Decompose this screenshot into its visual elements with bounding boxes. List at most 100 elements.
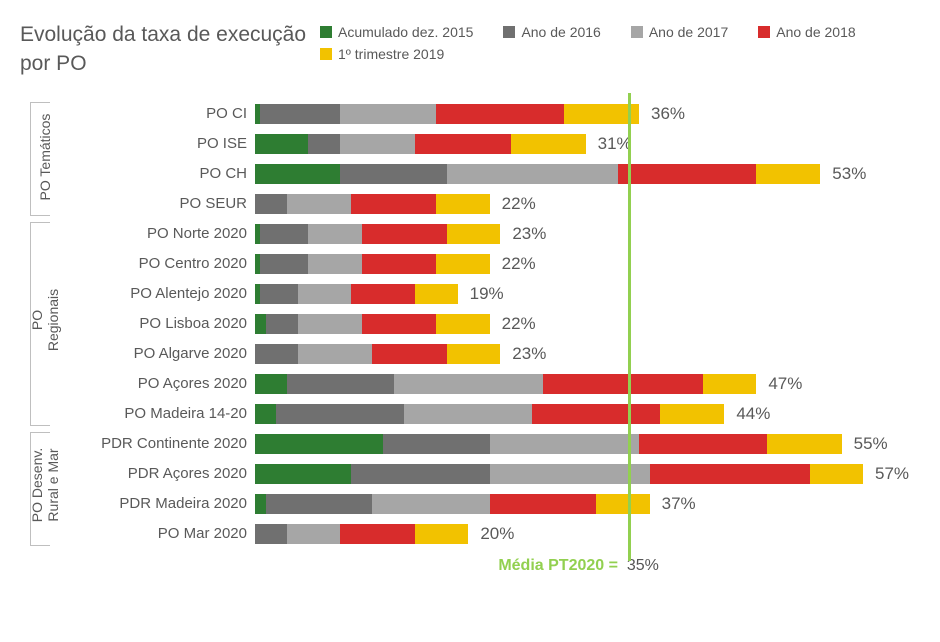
bar <box>255 224 500 244</box>
row-label: PO Lisboa 2020 <box>80 309 255 339</box>
bar-segment <box>447 224 500 244</box>
row-label: PO Centro 2020 <box>80 249 255 279</box>
row-label: PDR Madeira 2020 <box>80 489 255 519</box>
legend-item: Ano de 2016 <box>503 24 600 40</box>
legend-item: Ano de 2017 <box>631 24 728 40</box>
value-label: 23% <box>512 344 546 364</box>
bar-segment <box>532 404 660 424</box>
bar-segment <box>298 344 373 364</box>
bar-segment <box>255 344 298 364</box>
bar-row: 20% <box>255 519 910 549</box>
bar <box>255 494 650 514</box>
row-label: PO ISE <box>80 129 255 159</box>
legend-swatch <box>320 48 332 60</box>
bar-row: 22% <box>255 249 910 279</box>
bar-segment <box>260 284 297 304</box>
legend-label: Ano de 2018 <box>776 24 855 40</box>
bar-segment <box>298 314 362 334</box>
row-label: PO Algarve 2020 <box>80 339 255 369</box>
bar-segment <box>255 524 287 544</box>
value-label: 22% <box>502 254 536 274</box>
legend-label: 1º trimestre 2019 <box>338 46 444 62</box>
bar <box>255 434 842 454</box>
value-label: 53% <box>832 164 866 184</box>
row-label: PO Açores 2020 <box>80 369 255 399</box>
row-label: PO Alentejo 2020 <box>80 279 255 309</box>
bar <box>255 164 820 184</box>
bar-segment <box>255 314 266 334</box>
bar-segment <box>255 164 340 184</box>
bar-row: 44% <box>255 399 910 429</box>
bar-segment <box>255 434 383 454</box>
bar-segment <box>308 224 361 244</box>
bar <box>255 344 500 364</box>
bar-segment <box>767 434 842 454</box>
avg-label: Média PT2020 = <box>498 557 618 574</box>
legend-item: Acumulado dez. 2015 <box>320 24 473 40</box>
bar-segment <box>436 104 564 124</box>
bar-segment <box>351 464 490 484</box>
legend-swatch <box>631 26 643 38</box>
bar-segment <box>308 254 361 274</box>
bar-segment <box>490 494 597 514</box>
group-label: PORegionais <box>29 255 61 385</box>
bar-segment <box>415 284 458 304</box>
bar-segment <box>415 134 511 154</box>
bar-row: 36% <box>255 99 910 129</box>
group-labels-column: PO TemáticosPORegionaisPO Desenv.Rural e… <box>20 99 80 549</box>
bar-segment <box>298 284 351 304</box>
bar-segment <box>650 464 810 484</box>
chart: PO TemáticosPORegionaisPO Desenv.Rural e… <box>20 99 910 549</box>
bar <box>255 374 756 394</box>
legend-swatch <box>503 26 515 38</box>
bar-segment <box>340 104 436 124</box>
bar-segment <box>394 374 543 394</box>
bar-segment <box>756 164 820 184</box>
bar-row: 23% <box>255 219 910 249</box>
row-label: PDR Continente 2020 <box>80 429 255 459</box>
row-label: PDR Açores 2020 <box>80 459 255 489</box>
value-label: 36% <box>651 104 685 124</box>
avg-value: 35% <box>627 557 659 574</box>
value-label: 44% <box>736 404 770 424</box>
bar-segment <box>436 314 489 334</box>
bar-segment <box>260 224 308 244</box>
bar-segment <box>255 404 276 424</box>
bar-segment <box>372 494 489 514</box>
bar-segment <box>404 404 532 424</box>
bar-segment <box>511 134 586 154</box>
value-label: 37% <box>662 494 696 514</box>
row-label: PO CI <box>80 99 255 129</box>
bar <box>255 194 490 214</box>
bar-segment <box>543 374 703 394</box>
value-label: 22% <box>502 314 536 334</box>
legend-item: Ano de 2018 <box>758 24 855 40</box>
bar-row: 23% <box>255 339 910 369</box>
bar-segment <box>260 254 308 274</box>
bar-segment <box>596 494 649 514</box>
row-label: PO CH <box>80 159 255 189</box>
bar-segment <box>340 524 415 544</box>
row-label: PO Norte 2020 <box>80 219 255 249</box>
value-label: 31% <box>598 134 632 154</box>
bar-row: 37% <box>255 489 910 519</box>
bar-segment <box>255 134 308 154</box>
legend-label: Ano de 2017 <box>649 24 728 40</box>
value-label: 22% <box>502 194 536 214</box>
bar-row: 53% <box>255 159 910 189</box>
bar-segment <box>415 524 468 544</box>
bar <box>255 104 639 124</box>
bar-segment <box>490 464 650 484</box>
bar-segment <box>255 464 351 484</box>
bar-segment <box>340 164 447 184</box>
value-label: 19% <box>470 284 504 304</box>
bar-segment <box>351 284 415 304</box>
value-label: 57% <box>875 464 909 484</box>
plot-area: 36%31%53%22%23%22%19%22%23%47%44%55%57%3… <box>255 99 910 549</box>
bar-segment <box>287 374 394 394</box>
legend: Acumulado dez. 2015 Ano de 2016 Ano de 201… <box>320 20 910 62</box>
bar-segment <box>287 524 340 544</box>
row-labels-column: PO CIPO ISEPO CHPO SEURPO Norte 2020PO C… <box>80 99 255 549</box>
bar-segment <box>362 254 437 274</box>
value-label: 23% <box>512 224 546 244</box>
